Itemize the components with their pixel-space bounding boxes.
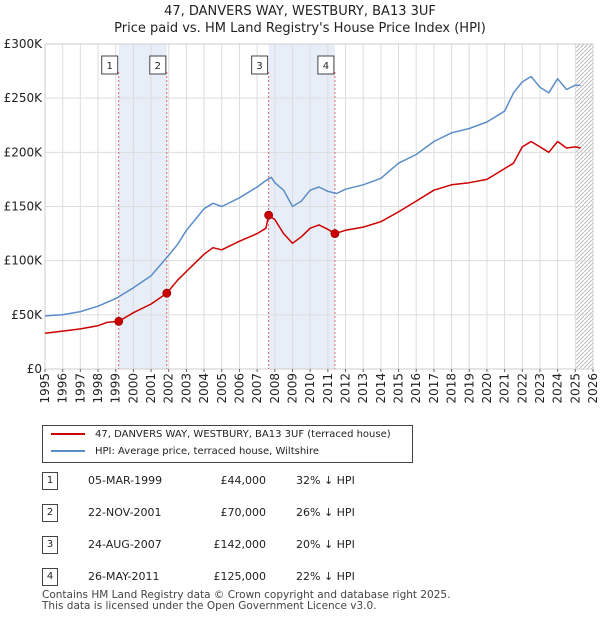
x-tick-label: 1996 [56,373,70,404]
sale-marker-box [101,55,119,75]
sale-row: 1 05-MAR-1999 £44,000 32% ↓ HPI [42,472,562,492]
sale-hpi-diff: 32% ↓ HPI [296,474,355,487]
x-tick-label: 2026 [586,373,600,404]
x-tick-label: 2004 [197,373,211,404]
price-chart: 1 2 3 4 £0 £50K £100K £150K £200K £250K £300K 199… [4,37,600,404]
x-tick-label: 1999 [109,373,123,404]
sale-point [114,316,124,326]
x-tick-label: 2005 [215,373,229,404]
sale-hpi-diff: 26% ↓ HPI [296,506,355,519]
sale-point [264,210,274,220]
x-tick-label: 2010 [303,373,317,404]
sale-price: £125,000 [213,570,267,583]
footer: Contains HM Land Registry data © Crown c… [42,590,450,612]
sale-row: 3 24-AUG-2007 £142,000 20% ↓ HPI [42,536,562,556]
x-tick-label: 1998 [91,373,105,404]
x-tick-label: 1997 [73,373,87,404]
x-tick-label: 2018 [445,373,459,404]
y-tick-label: £200K [4,145,44,159]
sale-number: 2 [42,504,58,522]
x-tick-label: 2023 [533,373,547,404]
property-series-line [44,140,581,335]
x-tick-label: 2025 [568,373,582,404]
legend-label-property: 47, DANVERS WAY, WESTBURY, BA13 3UF (ter… [95,429,391,440]
sale-hpi-diff: 20% ↓ HPI [296,538,355,551]
x-tick-label: 2017 [427,373,441,404]
x-tick-label: 2012 [339,373,353,404]
sale-number: 3 [42,536,58,554]
sale-marker-label: 2 [155,61,161,72]
x-tick-label: 2011 [321,373,335,404]
x-tick-label: 2009 [285,373,299,404]
sale-price: £142,000 [213,538,267,551]
sale-hpi-diff: 22% ↓ HPI [296,570,355,583]
x-tick-label: 2024 [551,373,565,404]
x-tick-label: 2003 [179,373,193,404]
chart-title: 47, DANVERS WAY, WESTBURY, BA13 3UF [164,4,436,19]
y-tick-label: £100K [4,254,44,268]
sale-number: 1 [42,472,58,490]
legend-item-hpi: HPI: Average price, terraced house, Wilt… [51,444,319,460]
chart-subtitle: Price paid vs. HM Land Registry's House … [114,21,486,36]
legend-item-property: 47, DANVERS WAY, WESTBURY, BA13 3UF (ter… [51,427,391,443]
x-tick-label: 2001 [144,373,158,404]
x-tick-label: 2008 [268,373,282,404]
sale-date: 05-MAR-1999 [88,474,163,487]
y-tick-label: £150K [4,200,44,214]
x-tick-label: 2002 [162,373,176,404]
y-tick-label: £0 [27,362,42,376]
sale-row: 4 26-MAY-2011 £125,000 22% ↓ HPI [42,568,562,588]
sale-marker-label: 4 [323,61,329,72]
sale-marker-box [251,55,269,75]
legend-label-hpi: HPI: Average price, terraced house, Wilt… [95,446,319,457]
x-tick-label: 2000 [126,373,140,404]
x-tick-label: 2014 [374,373,388,404]
footer-copyright: Contains HM Land Registry data © Crown c… [42,589,451,601]
sale-point [162,288,172,298]
x-tick-label: 2006 [232,373,246,404]
sale-row: 2 22-NOV-2001 £70,000 26% ↓ HPI [42,504,562,524]
sale-number: 4 [42,568,58,586]
plot-border [44,43,594,370]
sale-date: 24-AUG-2007 [88,538,162,551]
footer-licence: This data is licensed under the Open Gov… [42,600,377,612]
sale-date: 22-NOV-2001 [88,506,162,519]
legend: 47, DANVERS WAY, WESTBURY, BA13 3UF (ter… [42,425,413,463]
x-tick-label: 2020 [480,373,494,404]
sale-marker-box [317,55,335,75]
sale-price: £70,000 [220,506,267,519]
sale-point [330,229,340,238]
x-tick-label: 2007 [250,373,264,404]
x-tick-label: 2016 [409,373,423,404]
sale-price: £44,000 [220,474,267,487]
hpi-series-line [44,75,581,317]
x-tick-label: 2015 [392,373,406,404]
sale-marker-label: 3 [256,61,262,72]
y-tick-label: £250K [4,91,44,105]
x-tick-label: 2019 [462,373,476,404]
legend-swatch-property [51,433,85,435]
y-tick-label: £300K [4,37,44,51]
sale-marker-box [149,55,167,75]
sale-marker-label: 1 [107,61,113,72]
x-tick-label: 2013 [356,373,370,404]
y-tick-label: £50K [11,308,43,322]
x-tick-label: 2021 [498,373,512,404]
legend-swatch-hpi [51,450,85,452]
x-tick-label: 2022 [515,373,529,404]
x-tick-label: 1995 [38,373,52,404]
sale-date: 26-MAY-2011 [88,570,160,583]
